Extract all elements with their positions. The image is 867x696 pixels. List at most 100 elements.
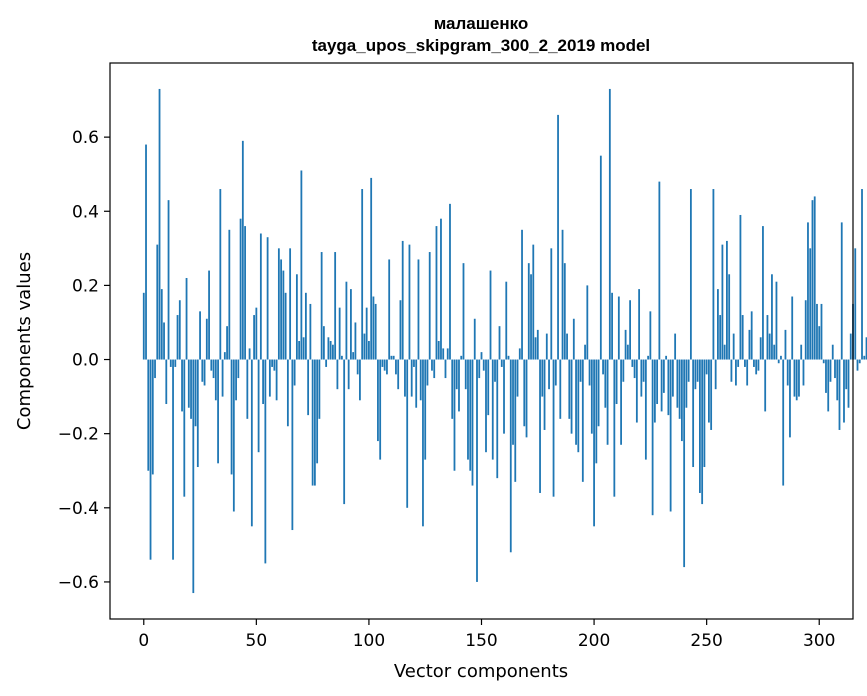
- bar-23: [194, 359, 197, 427]
- bar-54: [264, 359, 267, 564]
- bar-224: [647, 355, 650, 360]
- bar-156: [494, 359, 496, 382]
- bar-12: [169, 359, 172, 367]
- bar-299: [816, 303, 818, 360]
- bar-316: [854, 248, 857, 360]
- bar-86: [336, 359, 339, 390]
- bar-158: [498, 326, 501, 360]
- bar-173: [532, 244, 535, 360]
- bar-270: [750, 311, 753, 360]
- bar-207: [608, 88, 611, 360]
- bar-172: [530, 274, 532, 360]
- bar-199: [590, 359, 593, 434]
- bar-190: [570, 359, 573, 434]
- y-tick-label-4: 0.2: [72, 276, 99, 296]
- bar-314: [849, 333, 852, 360]
- bar-47: [248, 348, 251, 360]
- bar-39: [230, 359, 233, 475]
- bar-260: [728, 274, 731, 360]
- bar-80: [322, 326, 325, 360]
- bar-232: [665, 355, 668, 360]
- bar-165: [514, 359, 517, 482]
- x-tick-label-100: 100: [353, 631, 385, 651]
- bar-209: [613, 359, 616, 497]
- bar-285: [784, 329, 787, 360]
- bar-64: [286, 359, 289, 427]
- bar-99: [365, 307, 368, 360]
- bar-238: [678, 359, 681, 419]
- bar-183: [554, 359, 557, 386]
- bar-87: [338, 307, 341, 360]
- bar-186: [561, 229, 564, 360]
- bar-280: [773, 344, 776, 360]
- bar-13: [172, 359, 174, 560]
- bar-277: [766, 315, 769, 360]
- bar-264: [737, 359, 740, 367]
- bar-249: [703, 359, 706, 468]
- bar-163: [509, 359, 512, 553]
- bar-38: [228, 229, 231, 360]
- bar-90: [345, 281, 348, 360]
- bar-302: [822, 359, 825, 364]
- bar-8: [160, 289, 163, 360]
- bar-256: [719, 315, 722, 360]
- bar-67: [293, 359, 296, 386]
- bar-259: [726, 240, 728, 360]
- y-tick-label-3: 0.0: [72, 351, 99, 371]
- bar-97: [361, 189, 364, 360]
- bar-197: [586, 285, 589, 360]
- bar-189: [568, 359, 571, 419]
- bar-160: [503, 359, 505, 434]
- bar-105: [379, 359, 382, 460]
- y-tick-label-1: −0.4: [58, 499, 99, 519]
- bar-89: [343, 359, 346, 505]
- bar-114: [399, 300, 402, 360]
- bar-196: [584, 344, 586, 360]
- bar-134: [444, 359, 447, 379]
- bar-141: [460, 355, 463, 360]
- bar-14: [174, 359, 177, 367]
- bar-83: [329, 341, 332, 360]
- bar-121: [415, 359, 418, 408]
- bar-208: [611, 292, 613, 360]
- bar-40: [232, 359, 235, 512]
- bar-220: [638, 289, 641, 360]
- bar-212: [620, 359, 622, 445]
- bar-247: [699, 359, 701, 493]
- bar-43: [239, 218, 242, 360]
- bar-124: [422, 359, 424, 527]
- bar-244: [692, 359, 695, 468]
- bar-237: [676, 359, 679, 408]
- bar-252: [710, 359, 713, 430]
- bar-258: [723, 344, 726, 360]
- bar-73: [307, 359, 310, 416]
- bar-84: [332, 344, 334, 360]
- bar-53: [262, 359, 264, 405]
- bar-132: [440, 218, 442, 360]
- bar-18: [183, 359, 186, 497]
- bar-218: [633, 359, 636, 379]
- bar-130: [435, 226, 438, 360]
- bar-261: [730, 359, 733, 382]
- bar-194: [579, 359, 582, 382]
- bar-178: [543, 359, 546, 430]
- bar-203: [599, 155, 602, 360]
- bar-214: [624, 329, 627, 360]
- bar-57: [271, 359, 274, 367]
- bar-206: [606, 359, 609, 445]
- bar-273: [757, 359, 760, 371]
- bar-112: [395, 359, 397, 375]
- bar-241: [685, 359, 688, 408]
- bar-164: [512, 359, 514, 445]
- bar-319: [861, 189, 863, 360]
- bar-246: [696, 359, 699, 382]
- bar-10: [165, 359, 168, 405]
- bar-184: [557, 114, 559, 360]
- bar-167: [518, 348, 521, 360]
- bar-138: [453, 359, 456, 471]
- bar-45: [244, 226, 246, 360]
- bar-17: [181, 359, 183, 412]
- chart-title-line2: tayga_upos_skipgram_300_2_2019 model: [312, 36, 650, 55]
- x-axis-label: Vector components: [394, 661, 568, 682]
